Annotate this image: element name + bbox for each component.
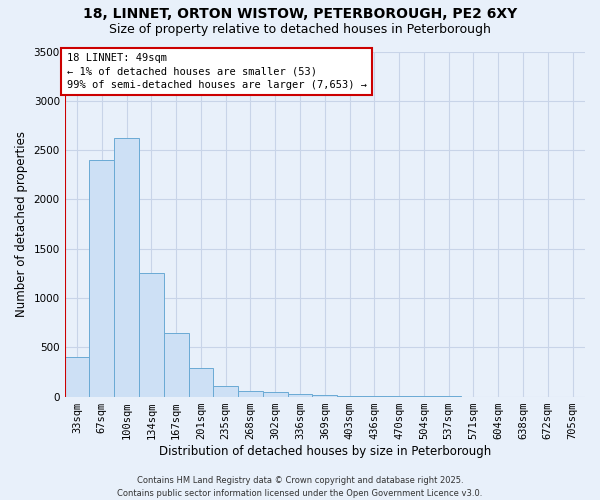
Bar [164,334,188,396]
Text: 18 LINNET: 49sqm
← 1% of detached houses are smaller (53)
99% of semi-detached h: 18 LINNET: 49sqm ← 1% of detached houses… [67,54,367,90]
Bar [214,386,238,396]
Bar [89,160,114,396]
Text: Size of property relative to detached houses in Peterborough: Size of property relative to detached ho… [109,22,491,36]
Bar [238,390,263,396]
Bar [313,395,337,396]
Bar [139,274,164,396]
Text: 18, LINNET, ORTON WISTOW, PETERBOROUGH, PE2 6XY: 18, LINNET, ORTON WISTOW, PETERBOROUGH, … [83,8,517,22]
Bar [188,368,214,396]
Bar [114,138,139,396]
X-axis label: Distribution of detached houses by size in Peterborough: Distribution of detached houses by size … [159,444,491,458]
Bar [263,392,287,396]
Y-axis label: Number of detached properties: Number of detached properties [15,131,28,317]
Bar [287,394,313,396]
Text: Contains HM Land Registry data © Crown copyright and database right 2025.
Contai: Contains HM Land Registry data © Crown c… [118,476,482,498]
Bar [65,357,89,397]
